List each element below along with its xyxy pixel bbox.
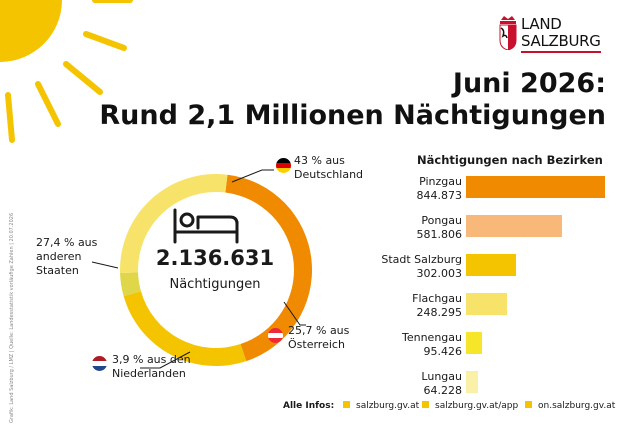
footer-link-1[interactable]: salzburg.gv.at	[343, 401, 419, 411]
bar-value-label: 248.295	[416, 306, 463, 319]
total-overnight-stays: 2.136.631	[155, 246, 275, 270]
germany-flag-icon	[276, 158, 291, 173]
total-label: Nächtigungen	[169, 277, 261, 292]
netherlands-flag-icon	[92, 356, 107, 371]
bar-flachgau	[466, 293, 507, 315]
donut-slice-1	[123, 291, 247, 366]
bar-value-label: 581.806	[416, 228, 463, 241]
salzburg-crest-icon	[499, 16, 517, 50]
land-salzburg-logo[interactable]: LAND SALZBURG	[499, 14, 611, 54]
donut-slice-0	[225, 174, 312, 362]
bar-chart-title: Nächtigungen nach Bezirken	[417, 153, 603, 167]
donut-slice-2	[120, 272, 141, 297]
page-title-line2: Rund 2,1 Millionen Nächtigungen	[99, 100, 606, 131]
bar-category-label: Tennengau	[402, 331, 462, 344]
bar-pinzgau	[466, 176, 605, 198]
bar-pongau	[466, 215, 562, 237]
donut-slice-3	[120, 174, 228, 273]
bed-icon	[173, 208, 239, 244]
sun-graphic	[0, 0, 133, 143]
page-title-line1: Juni 2026:	[452, 68, 606, 99]
bar-tennengau	[466, 332, 482, 354]
label-netherlands: 3,9 % aus den Niederlanden	[112, 353, 191, 380]
footer-link-3[interactable]: on.salzburg.gv.at	[525, 401, 615, 411]
brand-line2: SALZBURG	[521, 33, 601, 53]
bar-category-label: Pinzgau	[419, 175, 462, 188]
bar-category-label: Flachgau	[412, 292, 462, 305]
bar-value-label: 302.003	[416, 267, 463, 280]
bar-value-label: 64.228	[423, 384, 463, 397]
label-austria: 25,7 % aus Österreich	[288, 324, 350, 351]
bar-category-label: Lungau	[421, 370, 462, 383]
austria-flag-icon	[268, 328, 283, 343]
bullet-icon	[343, 401, 350, 408]
label-other-countries: 27,4 % aus anderen Staaten	[36, 236, 98, 277]
bar-stadt-salzburg	[466, 254, 516, 276]
bar-value-label: 95.426	[423, 345, 463, 358]
bar-category-label: Pongau	[421, 214, 462, 227]
bar-category-label: Stadt Salzburg	[381, 253, 462, 266]
bar-lungau	[466, 371, 478, 393]
brand-wordmark: LAND SALZBURG	[521, 16, 601, 53]
bar-value-label: 844.873	[416, 189, 463, 202]
footer-label: Alle Infos:	[283, 401, 335, 411]
brand-line1: LAND	[521, 15, 562, 33]
bullet-icon	[422, 401, 429, 408]
donut-chart	[118, 172, 314, 368]
footer-link-2[interactable]: salzburg.gv.at/app	[422, 401, 518, 411]
bullet-icon	[525, 401, 532, 408]
label-germany: 43 % aus Deutschland	[294, 154, 364, 181]
